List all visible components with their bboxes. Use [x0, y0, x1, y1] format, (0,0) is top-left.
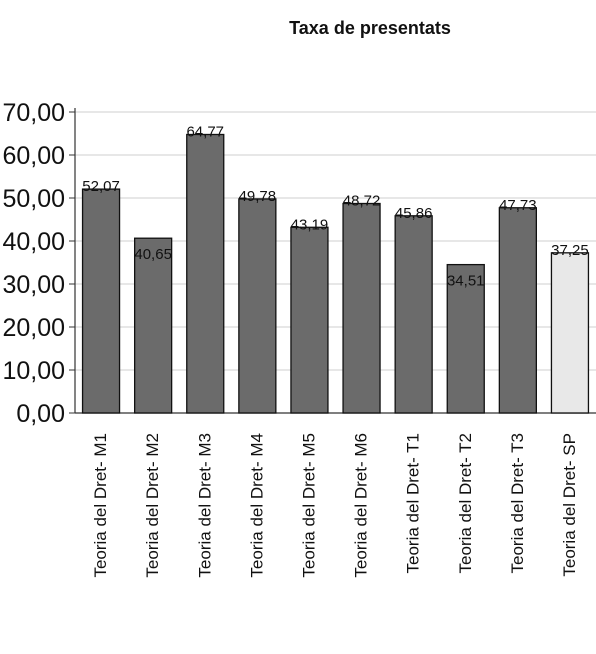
y-tick-label: 60,00 [2, 142, 65, 170]
y-tick-label: 10,00 [2, 357, 65, 385]
x-tick-label: Teoria del Dret- SP [560, 433, 579, 577]
x-tick-label: Teoria del Dret- M2 [143, 433, 162, 578]
bar [342, 202, 381, 414]
data-label: 45,86 [395, 205, 433, 222]
data-label: 49,78 [239, 188, 277, 205]
x-tick-label: Teoria del Dret- M3 [195, 433, 214, 578]
bar [290, 226, 329, 414]
y-tick-label: 40,00 [2, 228, 65, 256]
bar [550, 252, 590, 414]
bar [238, 198, 277, 414]
x-tick-label: Teoria del Dret- T2 [456, 433, 475, 573]
y-tick-label: 30,00 [2, 271, 65, 299]
x-tick-label: Teoria del Dret- M5 [299, 433, 318, 578]
data-label: 40,65 [134, 246, 172, 263]
bar [81, 188, 121, 414]
data-label: 52,07 [82, 178, 120, 195]
bar [446, 263, 485, 414]
y-tick-label: 50,00 [2, 185, 65, 213]
data-label: 47,73 [499, 197, 537, 214]
data-label: 37,25 [551, 242, 589, 259]
x-tick-label: Teoria del Dret- M4 [247, 433, 266, 578]
x-tick-label: Teoria del Dret- M1 [91, 433, 110, 578]
data-label: 64,77 [186, 123, 224, 140]
bar [394, 215, 433, 414]
bar [133, 237, 173, 414]
y-tick-label: 20,00 [2, 314, 65, 342]
bar [498, 207, 538, 414]
x-tick-label: Teoria del Dret- M6 [352, 433, 371, 578]
bar [186, 133, 225, 414]
y-tick-label: 70,00 [2, 99, 65, 127]
data-label: 48,72 [343, 193, 381, 210]
x-tick-label: Teoria del Dret- T1 [404, 433, 423, 573]
x-tick-label: Teoria del Dret- T3 [508, 433, 527, 573]
chart-title: Taxa de presentats [289, 18, 451, 38]
y-tick-label: 0,00 [16, 400, 65, 428]
data-label: 43,19 [291, 216, 329, 233]
data-label: 34,51 [447, 273, 485, 290]
